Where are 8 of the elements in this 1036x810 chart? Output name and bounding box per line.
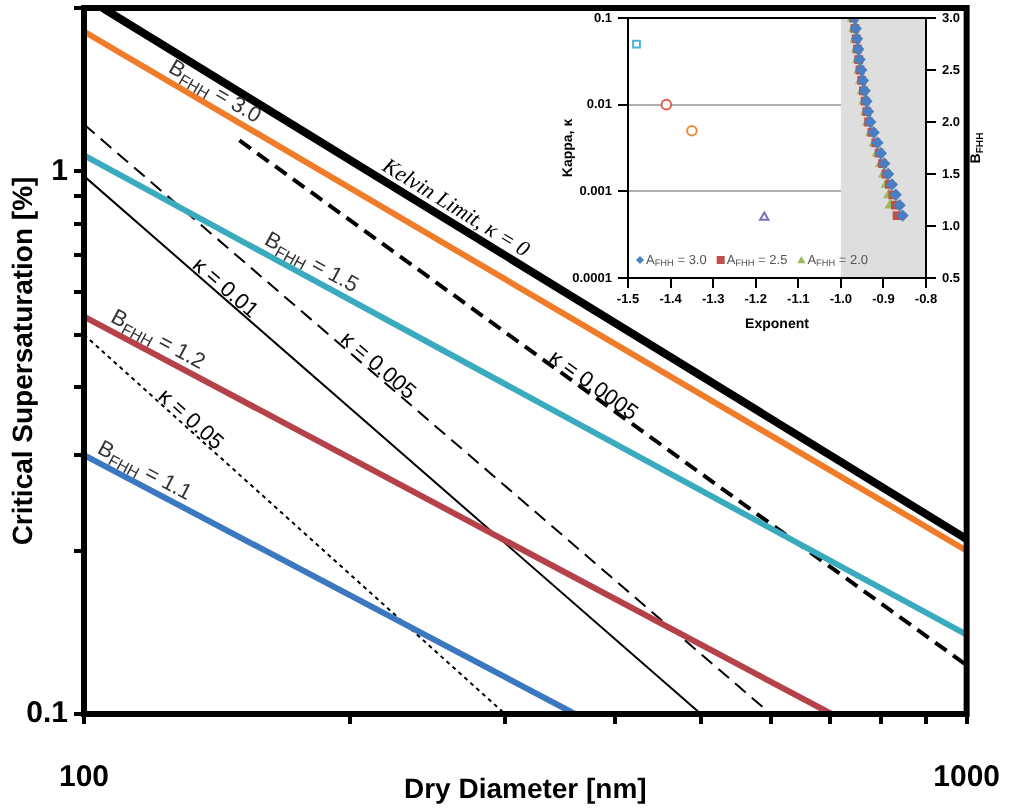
- x-tick-label: 1000: [933, 760, 1001, 795]
- text: κ = 0.01: [187, 253, 263, 324]
- x-axis-title: Dry Diameter [nm]: [403, 771, 647, 804]
- y-tick-label: 0.1: [26, 696, 68, 731]
- text: κ = 0.05: [153, 384, 228, 456]
- y-axis-title: Critical Supersaturation [%]: [5, 176, 38, 546]
- x-tick-label: 100: [58, 760, 110, 795]
- y-tick-label: 1: [51, 153, 68, 188]
